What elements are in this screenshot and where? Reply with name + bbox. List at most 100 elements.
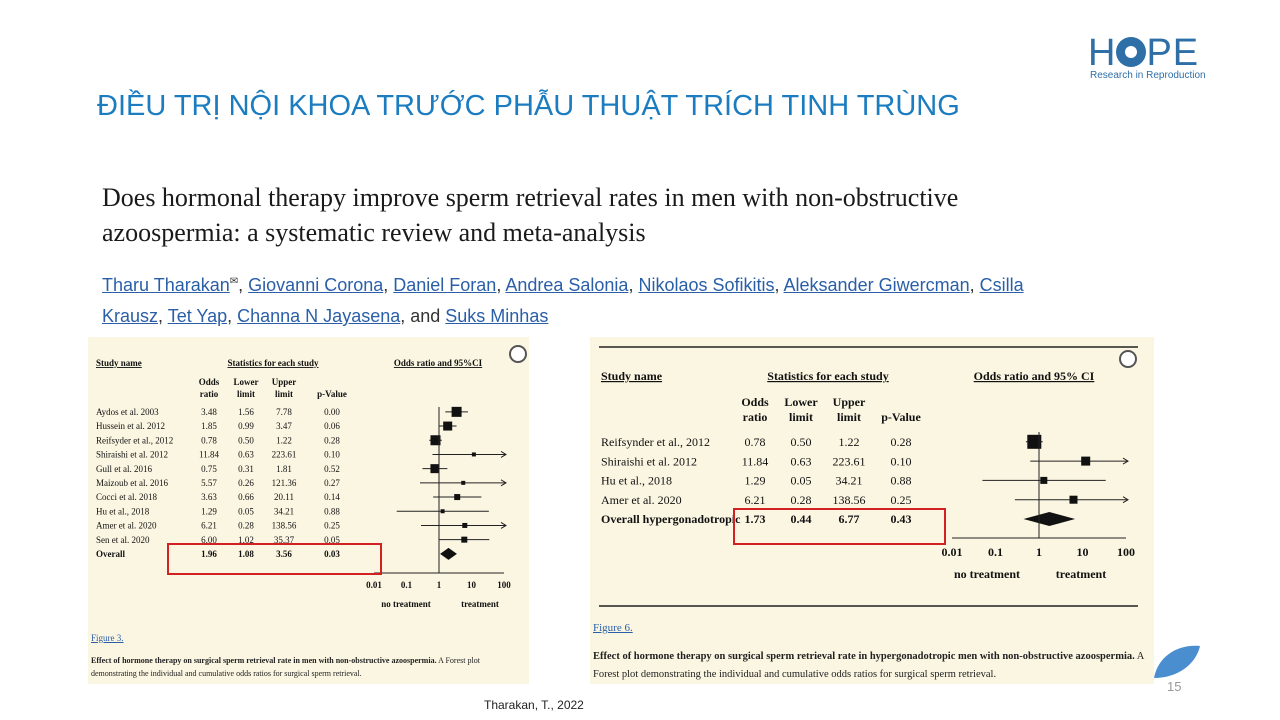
stat-value: 1.22	[839, 435, 860, 449]
author-link[interactable]: Giovanni Corona	[248, 275, 384, 295]
x-tick-label: 0.1	[401, 580, 413, 590]
column-header: limit	[275, 389, 293, 399]
point-estimate	[462, 522, 468, 528]
stat-value: 11.84	[199, 450, 219, 460]
stat-value: 0.10	[324, 450, 340, 460]
study-name: Gull et al. 2016	[96, 464, 152, 474]
ci-arrow	[500, 479, 507, 487]
figure-3-link[interactable]: Figure 3.	[91, 633, 124, 643]
author-link[interactable]: Daniel Foran	[393, 275, 497, 295]
x-label-no-treatment: no treatment	[381, 599, 431, 609]
stat-value: 1.02	[238, 535, 254, 545]
stat-value: 1.85	[201, 421, 217, 431]
stat-value: 0.25	[324, 521, 340, 531]
stat-value: 1.96	[201, 549, 217, 559]
stat-value: 0.50	[791, 435, 812, 449]
author-link[interactable]: Andrea Salonia	[505, 275, 629, 295]
column-header: Odds	[741, 395, 769, 409]
study-name: Shiraishi et al. 2012	[96, 450, 168, 460]
author-link[interactable]: Tharu Tharakan	[102, 275, 230, 295]
overall-diamond	[1023, 512, 1076, 526]
column-header: Upper	[272, 377, 297, 387]
point-estimate	[430, 464, 440, 474]
study-name: Maizoub et al. 2016	[96, 478, 168, 488]
ci-arrow	[500, 522, 507, 529]
stat-value: 138.56	[272, 521, 297, 531]
highlight-box	[167, 543, 382, 575]
stat-value: 34.21	[274, 506, 294, 516]
stat-value: 20.11	[274, 492, 294, 502]
stat-value: 138.56	[833, 493, 866, 507]
stat-value: 34.21	[836, 474, 863, 488]
study-name: Hu et al., 2018	[96, 506, 150, 516]
caption-bold: Effect of hormone therapy on surgical sp…	[91, 656, 437, 665]
figure-6-link[interactable]: Figure 6.	[593, 622, 633, 634]
stat-value: 6.00	[201, 535, 217, 545]
zoom-icon[interactable]	[509, 345, 527, 363]
study-name: Hu et al., 2018	[601, 474, 672, 488]
study-name: Reifsynder et al., 2012	[601, 435, 710, 449]
stat-value: 1.73	[745, 512, 766, 526]
figure-6-caption: Effect of hormone therapy on surgical sp…	[593, 648, 1146, 684]
stat-value: 0.88	[324, 506, 340, 516]
stat-value: 6.21	[201, 521, 217, 531]
stat-value: 0.78	[745, 435, 766, 449]
caption-bold: Effect of hormone therapy on surgical sp…	[593, 651, 1135, 662]
header-study-name: Study name	[96, 358, 142, 368]
stat-value: 0.05	[324, 535, 340, 545]
forest-plot-figure-6: Study name Statistics for each study Odds …	[599, 346, 1138, 607]
highlight-box	[733, 508, 946, 545]
stat-value: 0.05	[238, 506, 254, 516]
stat-value: 0.27	[324, 478, 340, 488]
logo-letters-pe: PE	[1146, 32, 1200, 74]
study-name: Aydos et al. 2003	[96, 407, 159, 417]
point-estimate	[461, 480, 466, 485]
column-header: Lower	[234, 377, 259, 387]
author-link[interactable]: Csilla Krausz	[102, 275, 1024, 326]
column-header: limit	[789, 410, 813, 424]
point-estimate	[454, 494, 461, 501]
author-link[interactable]: Aleksander Giwercman	[783, 275, 970, 295]
author-link[interactable]: Channa N Jayasena	[237, 306, 401, 326]
point-estimate	[1040, 476, 1048, 484]
stat-value: 223.61	[272, 450, 297, 460]
stat-value: 3.63	[201, 492, 217, 502]
author-link[interactable]: Tet Yap	[167, 306, 228, 326]
study-name: Cocci et al. 2018	[96, 492, 157, 502]
caption-text: A Forest plot demonstrating the individu…	[593, 651, 1144, 680]
stat-value: 1.08	[238, 549, 254, 559]
column-header: Odds	[199, 377, 220, 387]
column-header: p-Value	[317, 389, 347, 399]
logo-subtitle: Research in Reproduction	[1090, 70, 1206, 81]
column-header: limit	[237, 389, 255, 399]
study-name: Reifsyder et al., 2012	[96, 435, 173, 445]
stat-value: 223.61	[833, 454, 866, 468]
ci-arrow	[1122, 496, 1129, 504]
x-tick-label: 0.01	[942, 545, 963, 559]
stat-value: 3.47	[276, 421, 292, 431]
study-name: Amer et al. 2020	[601, 493, 682, 507]
email-icon[interactable]: ✉	[229, 276, 239, 287]
point-estimate	[451, 406, 462, 417]
stat-value: 5.57	[201, 478, 217, 488]
column-header: ratio	[200, 389, 219, 399]
stat-value: 121.36	[272, 478, 297, 488]
point-estimate	[1027, 434, 1042, 449]
x-tick-label: 10	[467, 580, 477, 590]
x-label-treatment: treatment	[461, 599, 499, 609]
stat-value: 0.78	[201, 435, 217, 445]
x-tick-label: 100	[497, 580, 511, 590]
slide-title: ĐIỀU TRỊ NỘI KHOA TRƯỚC PHẪU THUẬT TRÍCH…	[97, 90, 960, 122]
decorative-leaf-shape	[1154, 645, 1200, 678]
column-header: Upper	[833, 395, 866, 409]
author-link[interactable]: Suks Minhas	[445, 306, 549, 326]
paper-title: Does hormonal therapy improve sperm retr…	[102, 183, 959, 247]
stat-value: 0.63	[238, 450, 254, 460]
column-header: p-Value	[881, 410, 921, 424]
author-link[interactable]: Nikolaos Sofikitis	[638, 275, 775, 295]
citation-reference: Tharakan, T., 2022	[484, 698, 584, 712]
stat-value: 0.88	[891, 474, 912, 488]
stat-value: 0.75	[201, 464, 217, 474]
zoom-icon[interactable]	[1119, 350, 1137, 368]
header-odds-ratio-ci: Odds ratio and 95% CI	[974, 369, 1095, 383]
